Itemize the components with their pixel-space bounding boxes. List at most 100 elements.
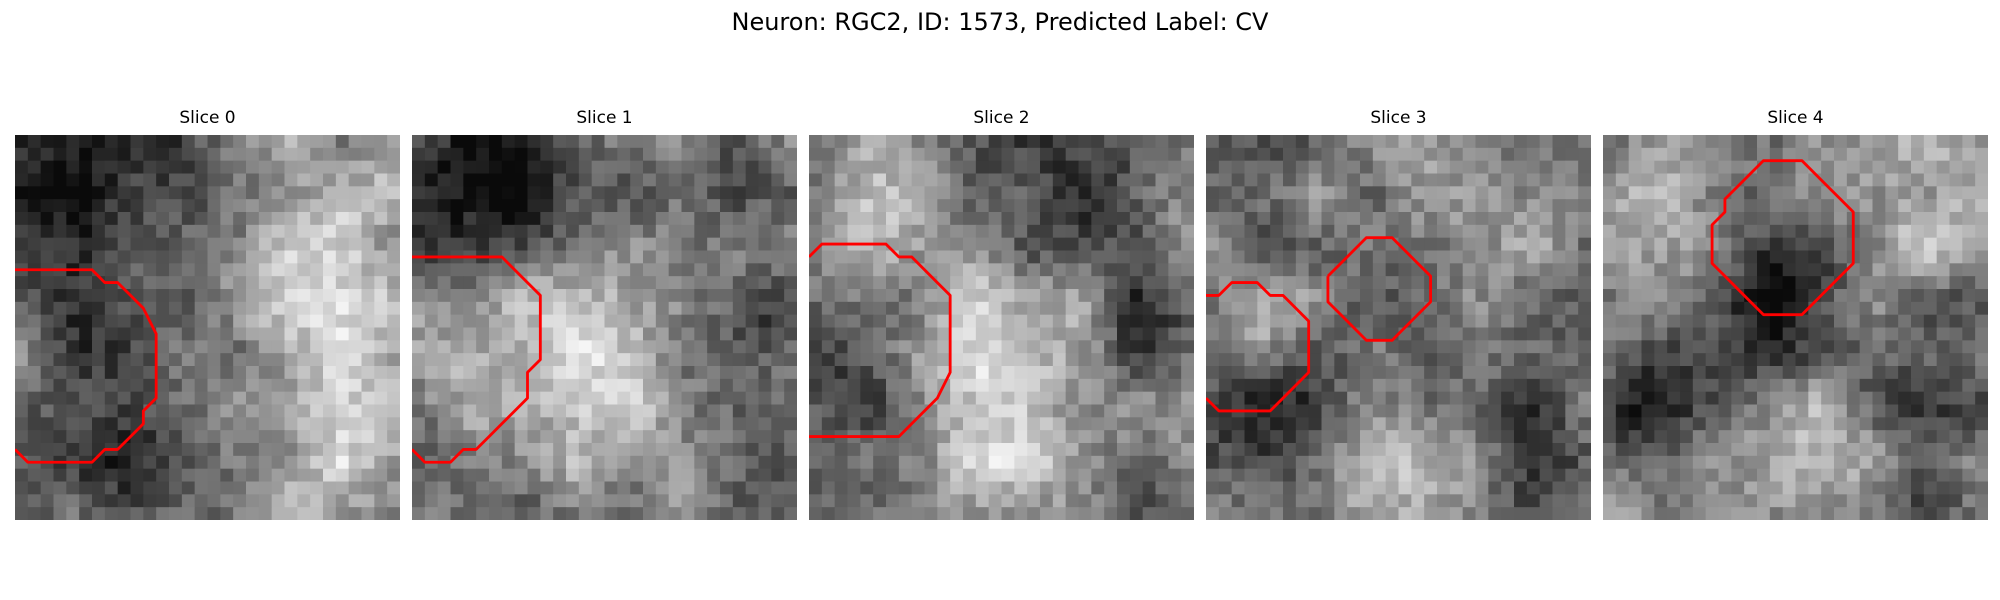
image-pixel: [258, 301, 273, 316]
image-pixel: [1872, 263, 1886, 277]
image-pixel: [181, 314, 196, 328]
image-pixel: [1181, 417, 1194, 431]
image-pixel: [1846, 186, 1861, 200]
image-pixel: [1001, 314, 1015, 328]
image-pixel: [1667, 340, 1681, 354]
image-pixel: [348, 147, 362, 162]
image-pixel: [387, 224, 400, 239]
image-pixel: [1872, 417, 1886, 431]
image-pixel: [1334, 186, 1348, 200]
image-pixel: [860, 468, 874, 482]
image-pixel: [988, 417, 1002, 431]
image-pixel: [950, 430, 964, 444]
image-pixel: [1295, 147, 1310, 162]
image-pixel: [758, 160, 772, 174]
image-pixel: [1911, 289, 1925, 303]
image-pixel: [617, 250, 631, 264]
image-pixel: [1923, 481, 1938, 495]
image-pixel: [1283, 327, 1297, 341]
image-pixel: [1308, 481, 1322, 495]
image-pixel: [1885, 353, 1899, 367]
image-pixel: [1680, 353, 1694, 367]
image-pixel: [117, 391, 131, 405]
image-pixel: [79, 289, 93, 303]
image-pixel: [348, 250, 362, 264]
image-pixel: [1872, 468, 1886, 482]
image-pixel: [1654, 289, 1668, 303]
image-pixel: [1449, 494, 1464, 508]
image-pixel: [1181, 289, 1194, 303]
image-pixel: [834, 366, 848, 380]
image-pixel: [809, 160, 823, 174]
image-pixel: [104, 327, 119, 341]
image-pixel: [169, 327, 183, 341]
image-pixel: [271, 289, 285, 303]
image-pixel: [476, 224, 490, 239]
image-pixel: [720, 417, 734, 431]
image-pixel: [1552, 327, 1566, 341]
image-pixel: [821, 263, 836, 277]
image-pixel: [1360, 147, 1374, 162]
image-pixel: [92, 250, 106, 264]
image-pixel: [1078, 237, 1092, 251]
image-pixel: [66, 378, 80, 393]
image-pixel: [424, 212, 439, 226]
image-pixel: [1001, 263, 1015, 277]
image-pixel: [40, 391, 54, 405]
image-pixel: [1962, 340, 1976, 354]
image-pixel: [1181, 455, 1194, 470]
image-pixel: [501, 455, 516, 470]
image-pixel: [1321, 135, 1335, 149]
image-pixel: [258, 199, 273, 213]
image-pixel: [1846, 353, 1861, 367]
image-pixel: [963, 289, 977, 303]
image-pixel: [1654, 468, 1668, 482]
image-pixel: [591, 147, 605, 162]
image-pixel: [1231, 135, 1245, 149]
image-pixel: [143, 276, 157, 290]
image-pixel: [1347, 404, 1361, 418]
image-pixel: [1321, 481, 1335, 495]
image-pixel: [1501, 250, 1515, 264]
image-pixel: [1218, 327, 1233, 341]
image-pixel: [310, 212, 324, 226]
image-pixel: [1283, 494, 1297, 508]
image-pixel: [732, 391, 747, 405]
image-pixel: [1308, 404, 1322, 418]
image-pixel: [1244, 391, 1258, 405]
image-pixel: [117, 481, 131, 495]
image-pixel: [1091, 224, 1105, 239]
image-pixel: [975, 404, 990, 418]
image-pixel: [937, 391, 951, 405]
image-pixel: [117, 173, 131, 187]
image-pixel: [527, 468, 541, 482]
image-pixel: [1218, 289, 1233, 303]
image-pixel: [104, 250, 119, 264]
image-pixel: [335, 378, 350, 393]
image-pixel: [424, 391, 439, 405]
image-pixel: [1526, 135, 1541, 149]
image-pixel: [1782, 147, 1796, 162]
image-pixel: [950, 417, 964, 431]
image-pixel: [1898, 186, 1912, 200]
image-pixel: [1718, 455, 1732, 470]
image-pixel: [1846, 327, 1861, 341]
image-pixel: [437, 404, 451, 418]
image-pixel: [476, 481, 490, 495]
image-pixel: [1949, 173, 1963, 187]
image-pixel: [1027, 301, 1041, 316]
image-pixel: [643, 494, 657, 508]
image-pixel: [681, 160, 695, 174]
image-pixel: [1769, 391, 1784, 405]
image-pixel: [15, 173, 29, 187]
image-pixel: [1411, 147, 1425, 162]
image-pixel: [297, 468, 311, 482]
image-pixel: [450, 430, 464, 444]
image-pixel: [1603, 481, 1617, 495]
image-pixel: [1578, 430, 1591, 444]
image-pixel: [348, 430, 362, 444]
image-pixel: [1834, 135, 1848, 149]
image-pixel: [310, 404, 324, 418]
image-pixel: [450, 135, 464, 149]
image-pixel: [1859, 289, 1873, 303]
